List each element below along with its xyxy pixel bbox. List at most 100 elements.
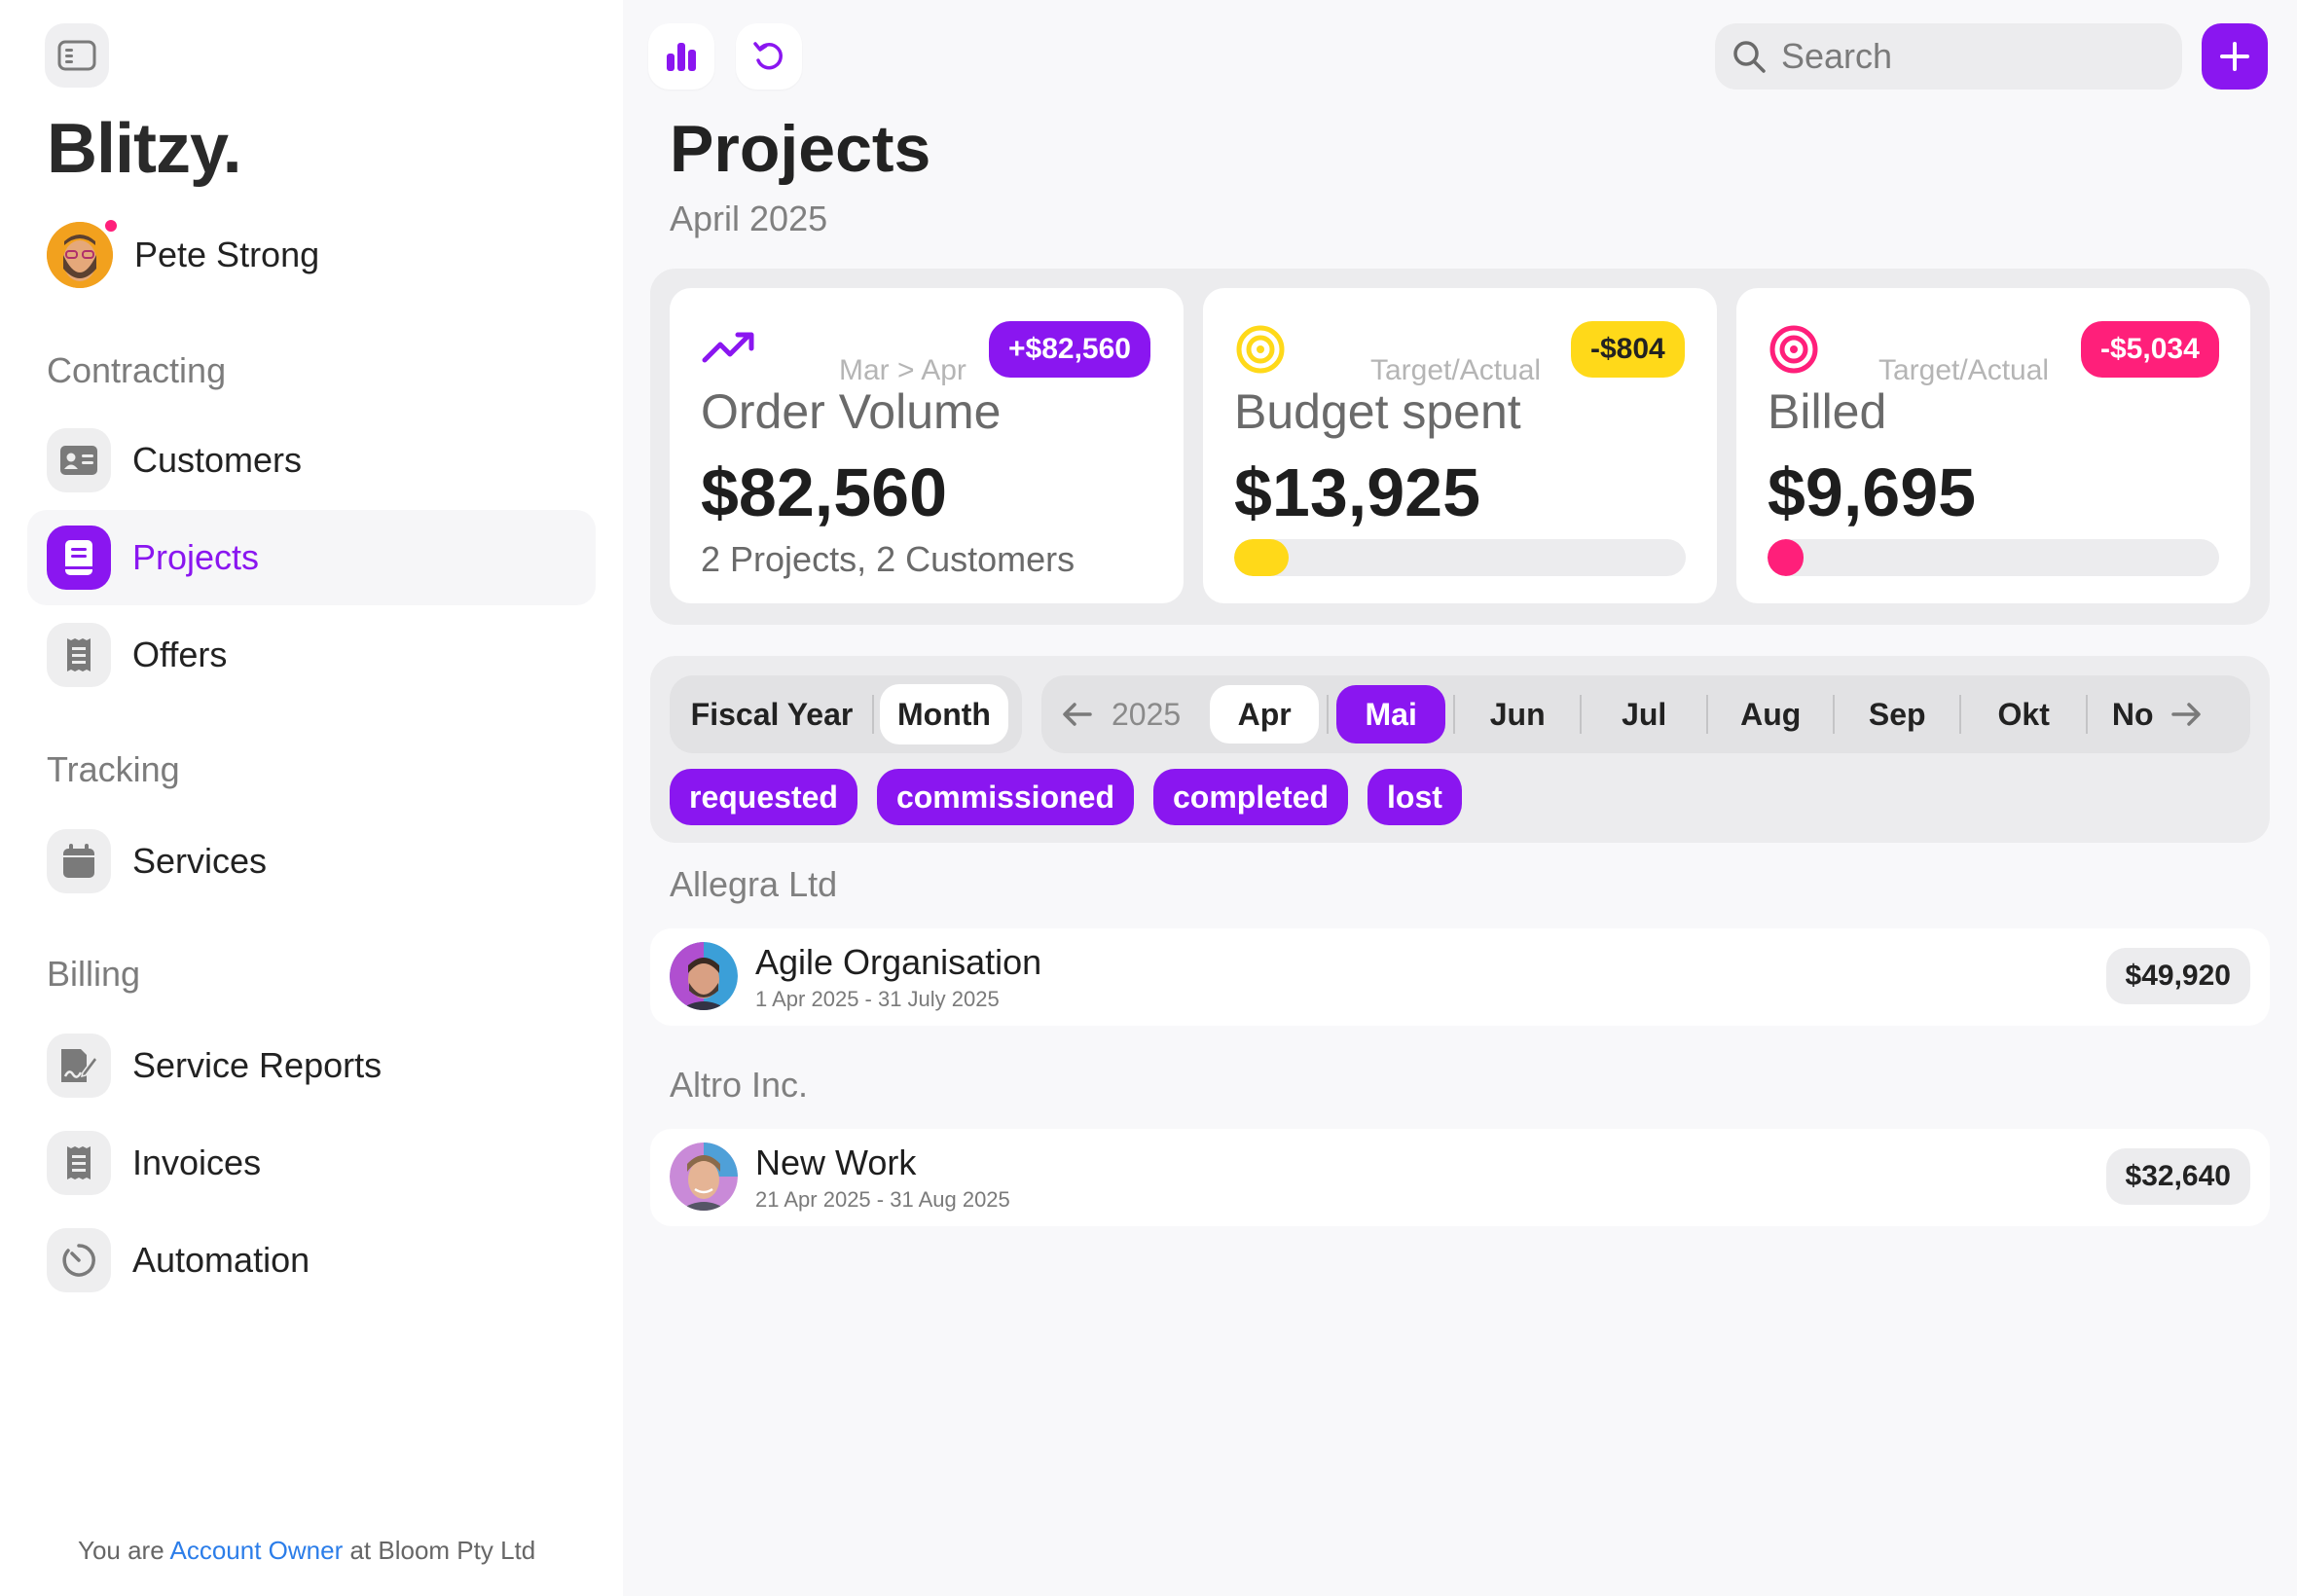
customer-group-label: Altro Inc. [670, 1065, 809, 1105]
kpi-compare-label: Mar > Apr [839, 354, 966, 386]
contact-card-icon [60, 446, 97, 475]
kpi-value: $9,695 [1768, 454, 1977, 530]
sidebar-item-customers[interactable]: Customers [27, 413, 596, 508]
month-apr[interactable]: Apr [1210, 685, 1320, 744]
status-chip-completed[interactable]: completed [1153, 769, 1349, 825]
kpi-title: Billed [1768, 384, 1887, 439]
kpi-compare-label: Target/Actual [1878, 354, 2050, 386]
notification-dot [103, 218, 119, 234]
status-filters: requested commissioned completed lost [670, 769, 1481, 825]
sidebar-item-service-reports[interactable]: Service Reports [27, 1018, 596, 1113]
target-icon [1769, 325, 1818, 374]
status-chip-requested[interactable]: requested [670, 769, 857, 825]
divider [1833, 695, 1836, 734]
brand-logo: Blitzy. [47, 110, 242, 188]
kpi-progress-bar [1234, 539, 1686, 576]
sidebar-item-services[interactable]: Services [27, 814, 596, 909]
month-mai[interactable]: Mai [1336, 685, 1446, 744]
customer-group-label: Allegra Ltd [670, 864, 838, 904]
search-input[interactable] [1781, 36, 2151, 77]
kpi-card-billed[interactable]: Target/Actual -$5,034 Billed $9,695 [1736, 288, 2250, 603]
sidebar-item-label: Invoices [132, 1143, 262, 1182]
previous-button[interactable] [1061, 700, 1094, 729]
kpi-title: Order Volume [701, 384, 1002, 439]
divider [1453, 695, 1456, 734]
project-amount: $49,920 [2105, 948, 2250, 1004]
sidebar-item-offers[interactable]: Offers [27, 607, 596, 703]
month-nov[interactable]: No [2111, 696, 2154, 732]
project-row[interactable]: New Work 21 Apr 2025 - 31 Aug 2025 $32,6… [650, 1129, 2270, 1226]
month-sep[interactable]: Sep [1868, 696, 1926, 732]
divider [2086, 695, 2089, 734]
project-amount: $32,640 [2105, 1148, 2250, 1205]
sidebar-item-automation[interactable]: Automation [27, 1213, 596, 1308]
refresh-button[interactable] [736, 23, 802, 90]
sidebar-item-invoices[interactable]: Invoices [27, 1115, 596, 1211]
arrow-right-icon [2171, 703, 2201, 726]
period-mode-month[interactable]: Month [880, 684, 1008, 744]
arrow-left-icon [1063, 703, 1092, 726]
target-icon [1236, 325, 1285, 374]
sidebar: Blitzy. Pete Strong Contracting [0, 0, 623, 1596]
kpi-delta-badge: -$804 [1571, 321, 1685, 378]
avatar [47, 222, 113, 288]
section-label-billing: Billing [47, 954, 141, 994]
project-row[interactable]: Agile Organisation 1 Apr 2025 - 31 July … [650, 928, 2270, 1026]
project-name: Agile Organisation [755, 942, 1042, 982]
divider [872, 695, 874, 734]
sidebar-item-projects[interactable]: Projects [27, 510, 596, 605]
month-jun[interactable]: Jun [1489, 696, 1546, 732]
plus-icon [2220, 42, 2249, 71]
page-title: Projects [670, 112, 931, 186]
kpi-value: $13,925 [1234, 454, 1481, 530]
trending-up-icon [702, 332, 754, 363]
account-role-link[interactable]: Account Owner [169, 1536, 344, 1565]
add-project-button[interactable] [2202, 23, 2268, 90]
month-jul[interactable]: Jul [1622, 696, 1667, 732]
status-chip-lost[interactable]: lost [1367, 769, 1462, 825]
sidebar-item-label: Offers [132, 635, 228, 674]
divider [1959, 695, 1962, 734]
divider [1706, 695, 1709, 734]
user-profile[interactable]: Pete Strong [47, 218, 320, 288]
invoice-icon [67, 1146, 91, 1179]
chart-view-button[interactable] [648, 23, 714, 90]
sidebar-toggle-icon [57, 40, 96, 71]
search-box[interactable] [1715, 23, 2182, 90]
period-mode-fiscal-year[interactable]: Fiscal Year [690, 696, 854, 732]
kpi-subtext: 2 Projects, 2 Customers [701, 539, 1076, 579]
avatar [670, 942, 738, 1010]
next-button[interactable] [2169, 700, 2203, 729]
avatar [670, 1143, 738, 1211]
status-chip-commissioned[interactable]: commissioned [876, 769, 1134, 825]
kpi-card-budget-spent[interactable]: Target/Actual -$804 Budget spent $13,925 [1203, 288, 1717, 603]
account-role-note: You are Account Owner at Bloom Pty Ltd [78, 1536, 536, 1565]
divider [1327, 695, 1330, 734]
sidebar-item-label: Customers [132, 440, 303, 480]
sidebar-item-label: Projects [132, 537, 260, 577]
page-subtitle: April 2025 [670, 199, 828, 238]
timer-icon [62, 1244, 95, 1277]
book-icon [65, 540, 92, 575]
kpi-panel: Mar > Apr +$82,560 Order Volume $82,560 … [650, 269, 2270, 625]
kpi-progress-fill [1768, 539, 1805, 576]
project-dates: 1 Apr 2025 - 31 July 2025 [755, 987, 1000, 1011]
divider [1580, 695, 1583, 734]
kpi-compare-label: Target/Actual [1370, 354, 1542, 386]
kpi-delta-badge: +$82,560 [989, 321, 1150, 378]
sidebar-toggle-button[interactable] [45, 23, 109, 88]
month-okt[interactable]: Okt [1997, 696, 2050, 732]
kpi-title: Budget spent [1234, 384, 1521, 439]
search-icon [1733, 41, 1766, 73]
refresh-icon [753, 42, 783, 70]
user-name: Pete Strong [134, 235, 320, 274]
sidebar-item-label: Services [132, 841, 268, 881]
year-label: 2025 [1112, 696, 1182, 732]
month-selector: 2025 Apr Mai Jun Jul Aug Sep Okt No [1041, 675, 2250, 753]
calendar-icon [63, 844, 94, 878]
project-dates: 21 Apr 2025 - 31 Aug 2025 [755, 1187, 1010, 1212]
section-label-contracting: Contracting [47, 350, 227, 390]
kpi-card-order-volume[interactable]: Mar > Apr +$82,560 Order Volume $82,560 … [670, 288, 1184, 603]
month-aug[interactable]: Aug [1740, 696, 1802, 732]
period-mode-toggle: Fiscal Year Month [670, 675, 1022, 753]
